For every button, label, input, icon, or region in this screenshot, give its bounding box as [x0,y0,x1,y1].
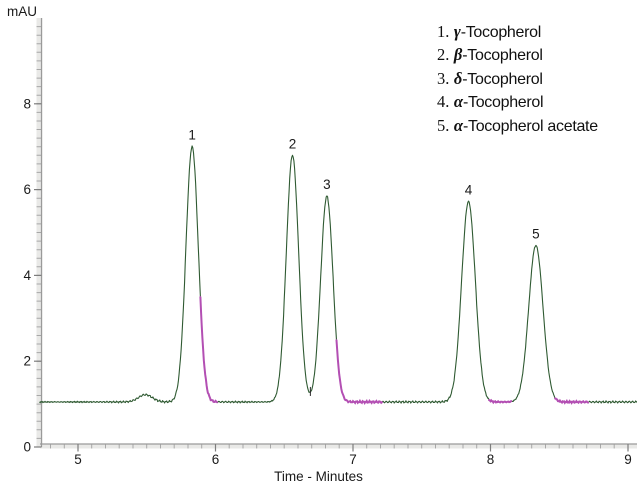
legend-greek-letter: δ [453,68,463,88]
legend-number: 3. [437,68,450,88]
integration-mark [488,398,513,405]
legend-compound-name: -Tocopherol [460,24,542,41]
integration-mark [554,397,590,405]
integration-mark [335,339,383,405]
legend-compound-name: -Tocopherol [462,47,543,65]
legend-greek-letter: α [453,92,463,112]
y-tick-label: 2 [23,354,31,369]
legend-item-3: 3. δ-Tocopherol [437,68,598,91]
legend-number: 5. [437,115,450,135]
peak-label: 4 [465,183,473,198]
x-tick-label: 6 [212,452,220,467]
legend-item-4: 4. α-Tocopherol [437,91,598,114]
legend-number: 4. [437,92,450,112]
legend-greek-letter: β [453,45,463,65]
peak-label: 3 [323,177,331,192]
peak-label: 5 [532,226,540,241]
x-axis-minor-ticks [50,444,629,449]
legend-item-2: 2. β-Tocopherol [437,44,598,67]
x-tick-label: 8 [487,452,495,467]
legend-greek-letter: α [453,115,463,135]
legend-compound-name: -Tocopherol [462,94,544,112]
legend-greek-letter: γ [453,22,461,41]
y-axis-title: mAU [7,4,37,19]
peak-legend: 1. γ-Tocopherol 2. β-Tocopherol 3. δ-Toc… [437,21,598,138]
x-axis-band [40,443,637,449]
x-tick-label: 9 [624,452,632,467]
x-axis-title: Time - Minutes [274,469,363,484]
legend-compound-name: -Tocopherol [462,70,543,88]
legend-item-1: 1. γ-Tocopherol [437,21,598,44]
x-tick-label: 5 [74,452,82,467]
legend-number: 1. [437,22,450,41]
peak-label: 1 [188,128,196,143]
legend-item-5: 5. α-Tocopherol acetate [437,115,598,138]
integration-mark [199,296,218,404]
y-tick-label: 8 [23,96,31,111]
y-tick-label: 0 [23,440,31,455]
legend-number: 2. [437,45,450,65]
x-tick-label: 7 [349,452,357,467]
peak-label: 2 [289,136,297,151]
legend-compound-name: -Tocopherol acetate [462,117,598,135]
y-tick-label: 4 [23,268,31,283]
y-tick-label: 6 [23,182,31,197]
